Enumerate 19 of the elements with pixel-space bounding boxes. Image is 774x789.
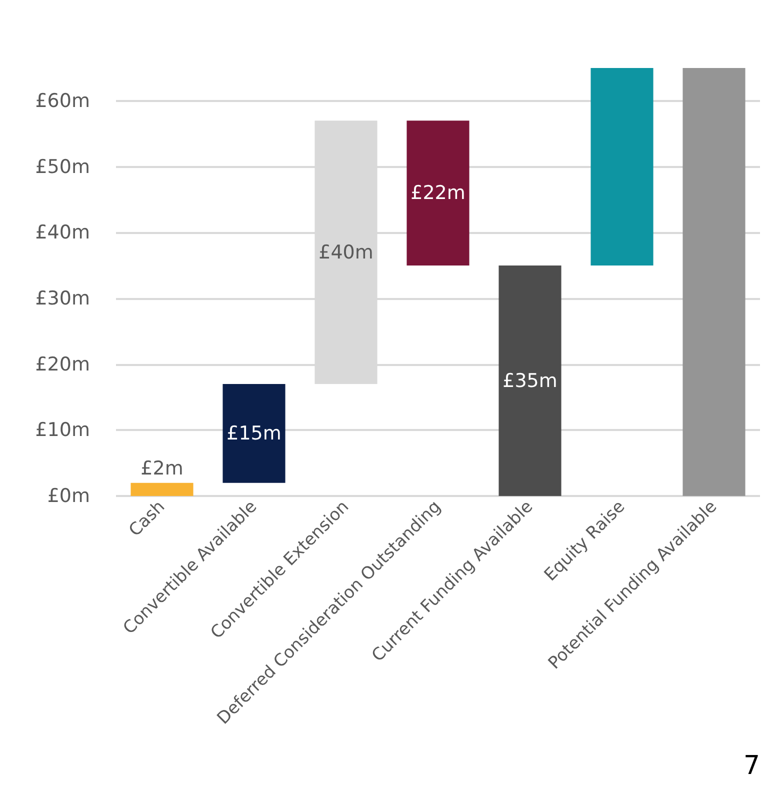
data-label: £2m (140, 457, 184, 480)
y-tick-label: £60m (35, 90, 90, 112)
bar (222, 384, 286, 483)
bar (498, 266, 562, 496)
bar (406, 120, 470, 266)
y-tick-label: £20m (35, 353, 90, 376)
bar (682, 68, 746, 496)
text: 7 (743, 751, 760, 781)
bar (590, 68, 654, 266)
data-label: £22m (410, 182, 466, 204)
y-tick-label: £10m (35, 419, 90, 442)
y-tick-label: £0m (47, 485, 90, 507)
data-label: £35m (502, 370, 558, 392)
y-tick-label: £50m (35, 156, 90, 178)
data-label: £40m (318, 241, 374, 264)
data-label: £15m (226, 422, 282, 444)
y-tick-label: £40m (35, 222, 90, 244)
bar (130, 482, 194, 496)
y-tick-label: £30m (35, 287, 90, 310)
